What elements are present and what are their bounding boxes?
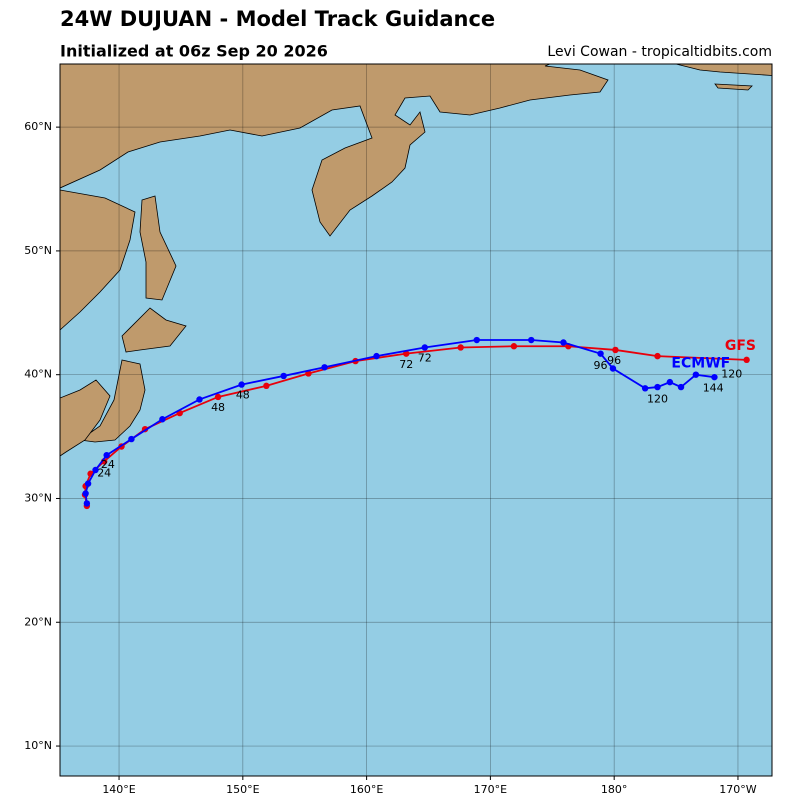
y-tick-label: 20°N	[24, 615, 52, 628]
y-tick-label: 60°N	[24, 120, 52, 133]
track-point	[321, 364, 328, 371]
track-point	[403, 350, 410, 357]
track-point	[103, 451, 110, 459]
x-tick-label: 160°E	[350, 783, 383, 796]
subtitle: Initialized at 06z Sep 20 2026	[60, 42, 328, 61]
title: 24W DUJUAN - Model Track Guidance	[60, 7, 495, 31]
forecast-hour-label: 144	[703, 381, 724, 394]
track-point	[641, 385, 649, 392]
forecast-hour-label: 120	[721, 368, 742, 381]
track-point	[128, 435, 135, 443]
track-point	[421, 344, 428, 351]
map-frame	[59, 63, 773, 777]
track-point	[612, 346, 619, 354]
track-point	[711, 373, 718, 381]
track-point	[666, 378, 674, 386]
track-point	[92, 466, 99, 474]
track-point	[82, 490, 89, 497]
track-point	[692, 371, 700, 378]
ocean	[60, 64, 772, 776]
track-point	[597, 350, 604, 357]
forecast-hour-label: 96	[594, 359, 608, 372]
land	[60, 64, 772, 457]
forecast-hour-label: 24	[97, 467, 111, 480]
track-point	[214, 393, 222, 401]
y-tick-label: 40°N	[24, 368, 52, 381]
x-tick-label: 170°W	[719, 783, 756, 796]
track-point	[528, 336, 535, 344]
track-point	[196, 396, 203, 403]
forecast-hour-label: 72	[418, 352, 432, 365]
x-tick-label: 170°E	[474, 783, 507, 796]
y-tick-label: 10°N	[24, 739, 52, 752]
x-tick-label: 150°E	[226, 783, 259, 796]
forecast-hour-label: 72	[399, 358, 413, 371]
track-point	[473, 336, 480, 344]
track-point	[654, 352, 661, 360]
y-tick-label: 50°N	[24, 244, 52, 257]
credit: Levi Cowan - tropicaltidbits.com	[547, 44, 772, 60]
track-point	[654, 383, 661, 391]
forecast-hour-label: 24	[101, 458, 115, 471]
model-name: ECMWF	[671, 356, 730, 372]
forecast-hour-label: 120	[647, 392, 668, 405]
x-tick-label: 180°	[601, 783, 628, 796]
forecast-hour-label: 48	[211, 401, 225, 414]
track-point	[677, 383, 685, 391]
track-point	[743, 356, 750, 364]
track-point	[238, 381, 245, 388]
track-point	[159, 416, 166, 423]
y-tick-label: 30°N	[24, 491, 52, 504]
forecast-hour-label: 96	[607, 354, 621, 367]
track-point	[84, 480, 92, 487]
forecast-hour-label: 48	[236, 389, 250, 402]
track-point	[510, 343, 518, 350]
x-tick-label: 140°E	[102, 783, 135, 796]
model-name: GFS	[725, 338, 756, 354]
track-point	[280, 372, 287, 380]
track-point	[457, 344, 464, 351]
track-point	[83, 500, 91, 507]
track-point	[560, 339, 567, 346]
track-point	[609, 365, 617, 372]
track-point	[263, 382, 270, 390]
track-point	[373, 352, 380, 360]
